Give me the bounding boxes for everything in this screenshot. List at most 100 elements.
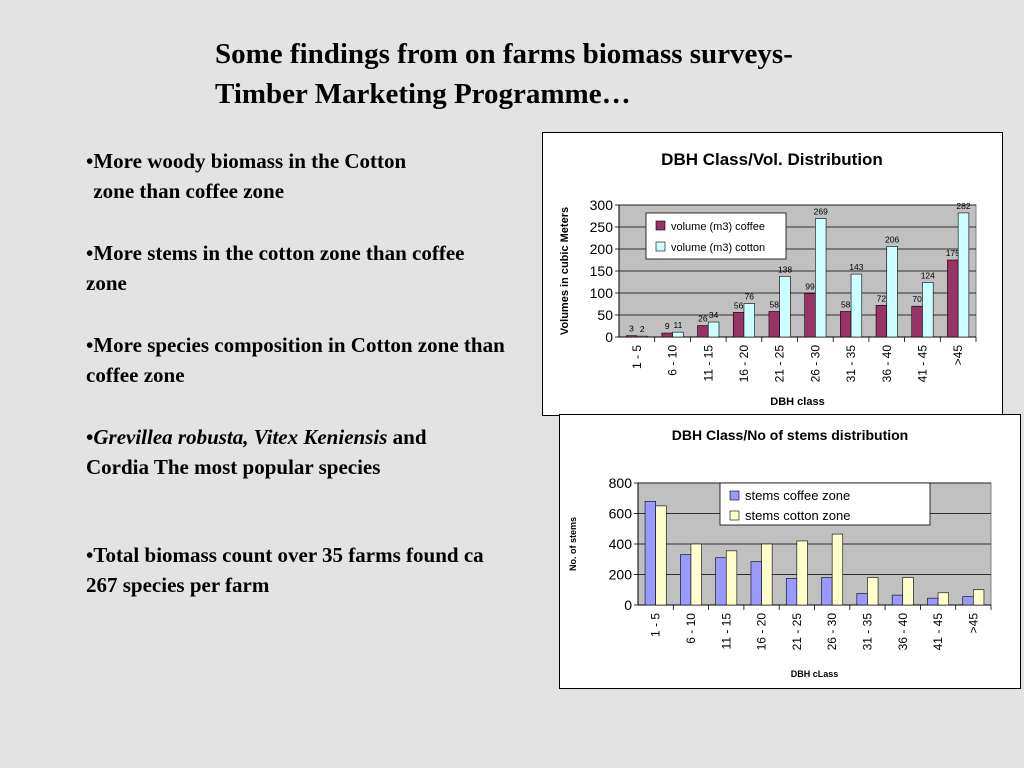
bar xyxy=(761,543,773,606)
x-tick-label: 36 - 40 xyxy=(880,345,894,383)
bullet-text: More woody biomass in the Cotton zone th… xyxy=(93,149,407,203)
legend-box xyxy=(645,212,787,260)
y-tick-label: 0 xyxy=(624,597,632,613)
x-tick-label: 16 - 20 xyxy=(737,345,751,383)
legend-label: stems cotton zone xyxy=(745,508,851,523)
bar xyxy=(715,557,727,606)
data-label: 269 xyxy=(814,207,828,217)
x-tick-label: 11 - 15 xyxy=(701,345,715,382)
legend-label: stems coffee zone xyxy=(745,488,850,503)
data-label: 175 xyxy=(946,248,960,258)
slide-title: Some findings from on farms biomass surv… xyxy=(215,34,995,114)
x-tick-label: 41 - 45 xyxy=(915,345,929,383)
y-tick-label: 100 xyxy=(590,285,614,301)
bar xyxy=(672,331,684,338)
y-tick-label: 200 xyxy=(609,567,633,583)
data-label: 70 xyxy=(912,294,922,304)
y-tick-label: 300 xyxy=(590,197,614,213)
data-label: 3 xyxy=(629,324,634,334)
y-tick-label: 400 xyxy=(609,536,633,552)
bullet-marker: • xyxy=(86,149,94,173)
bullet-item: •Total biomass count over 35 farms found… xyxy=(86,540,486,600)
bullet-marker: • xyxy=(86,333,94,357)
x-tick-label: 31 - 35 xyxy=(844,345,858,383)
bullet-item: •Grevillea robusta, Vitex Keniensis and … xyxy=(86,422,466,482)
bar xyxy=(768,311,780,338)
slide-title-line2: Timber Marketing Programme… xyxy=(215,78,631,110)
bar xyxy=(796,540,808,606)
stems-chart: 0 200 400 600 800 1 - 5 6 - 10 11 - 15 16 - 20 21… xyxy=(559,414,1021,689)
bullet-text: and Cordia The most popular species xyxy=(86,425,427,479)
bar xyxy=(850,273,863,338)
bullet-text: Total biomass count over 35 farms found … xyxy=(86,543,484,597)
x-tick-label: 31 - 35 xyxy=(860,613,874,651)
x-tick-label: 6 - 10 xyxy=(666,345,680,376)
bullet-item: •More stems in the cotton zone than coff… xyxy=(86,238,506,298)
legend-swatch xyxy=(655,220,666,231)
data-label: 58 xyxy=(841,299,851,309)
bullet-text: More stems in the cotton zone than coffe… xyxy=(86,241,465,295)
bullet-marker: • xyxy=(86,241,94,265)
y-tick-label: 800 xyxy=(609,475,633,491)
data-label: 99 xyxy=(805,281,815,291)
data-label: 282 xyxy=(956,201,970,211)
x-axis-label: DBH class xyxy=(770,396,824,408)
x-tick-label: >45 xyxy=(966,613,980,634)
data-label: 143 xyxy=(849,262,863,272)
x-tick-label: 26 - 30 xyxy=(825,613,839,651)
y-tick-label: 50 xyxy=(597,307,613,323)
bar xyxy=(743,303,755,338)
bullet-item: •More species composition in Cotton zone… xyxy=(86,330,506,390)
bar xyxy=(725,550,738,606)
y-tick-label: 250 xyxy=(590,219,614,235)
chart-title: DBH Class/No of stems distribution xyxy=(672,427,908,443)
x-tick-label: 26 - 30 xyxy=(808,345,822,383)
bar xyxy=(636,335,648,338)
legend-swatch xyxy=(729,490,740,501)
bar xyxy=(840,311,852,338)
legend-swatch xyxy=(729,510,740,521)
bar xyxy=(707,321,720,338)
x-tick-label: 1 - 5 xyxy=(630,345,644,369)
bar xyxy=(831,533,844,606)
bar xyxy=(804,293,816,338)
bar xyxy=(750,561,762,606)
legend-label: volume (m3) coffee xyxy=(671,221,765,233)
x-tick-label: 36 - 40 xyxy=(896,613,910,651)
x-tick-label: 21 - 25 xyxy=(773,345,787,383)
x-axis-label: DBH cLass xyxy=(791,669,839,679)
bar xyxy=(697,325,709,338)
y-tick-label: 0 xyxy=(605,329,613,345)
legend-swatch xyxy=(655,241,666,252)
data-label: 138 xyxy=(778,264,792,274)
chart-title: DBH Class/Vol. Distribution xyxy=(661,150,883,169)
bar xyxy=(962,596,974,606)
bullet-marker: • xyxy=(86,425,94,449)
stems-chart-svg: 0 200 400 600 800 1 - 5 6 - 10 11 - 15 16 - 20 21… xyxy=(568,427,992,679)
bar xyxy=(644,501,656,606)
bar xyxy=(886,246,898,338)
x-tick-label: 11 - 15 xyxy=(719,613,733,650)
x-tick-label: 41 - 45 xyxy=(931,613,945,651)
bar xyxy=(821,577,833,606)
bar xyxy=(732,312,745,338)
volume-chart-svg: 0 50 100 150 200 250 300 1 - 5 3 2 6 - 10 9 11 11 - 1… xyxy=(559,150,977,408)
bullet-item: •More woody biomass in the Cotton zone t… xyxy=(86,146,413,206)
bar xyxy=(891,594,904,606)
data-label: 11 xyxy=(673,320,682,330)
x-tick-label: >45 xyxy=(951,345,965,366)
data-label: 58 xyxy=(770,299,780,309)
data-label: 206 xyxy=(885,234,899,244)
bar xyxy=(927,597,939,606)
y-axis-label: No. of stems xyxy=(568,517,578,571)
bar xyxy=(856,593,868,606)
data-label: 124 xyxy=(921,270,935,280)
y-axis-label: Volumes in cubic Meters xyxy=(559,207,571,335)
legend-label: volume (m3) cotton xyxy=(671,242,765,254)
data-label: 72 xyxy=(877,293,887,303)
x-tick-label: 16 - 20 xyxy=(755,613,769,651)
bullet-italic-text: Grevillea robusta, Vitex Keniensis xyxy=(93,425,388,449)
bar xyxy=(947,259,959,338)
slide-title-line1: Some findings from on farms biomass surv… xyxy=(215,38,793,70)
